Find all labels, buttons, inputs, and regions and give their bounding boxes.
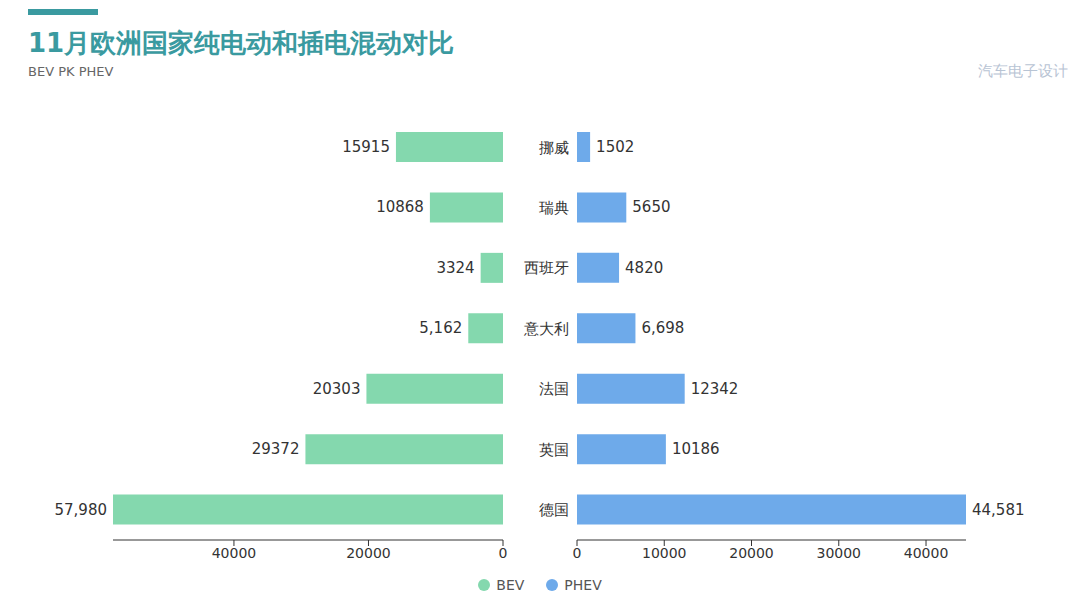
svg-text:30000: 30000	[816, 545, 861, 561]
svg-text:10000: 10000	[642, 545, 687, 561]
svg-text:1502: 1502	[596, 138, 634, 156]
svg-text:挪威: 挪威	[539, 139, 569, 157]
svg-text:西班牙: 西班牙	[524, 259, 569, 277]
svg-text:10186: 10186	[672, 440, 720, 458]
svg-text:44,581: 44,581	[972, 501, 1025, 519]
html-text:汽车电子设计: 汽车电子设计	[978, 62, 1068, 80]
html-text:11月欧洲国家纯电动和插电混动对比: 11月欧洲国家纯电动和插电混动对比	[28, 28, 455, 58]
svg-text:德国: 德国	[539, 501, 569, 519]
svg-text:15915: 15915	[342, 138, 390, 156]
svg-text:4820: 4820	[625, 259, 663, 277]
svg-text:3324: 3324	[436, 259, 474, 277]
svg-text:10868: 10868	[376, 198, 424, 216]
svg-text:0: 0	[573, 545, 582, 561]
svg-text:40000: 40000	[904, 545, 949, 561]
svg-text:40000: 40000	[212, 545, 257, 561]
svg-text:20303: 20303	[313, 380, 361, 398]
svg-text:0: 0	[499, 545, 508, 561]
html-text:PHEV: PHEV	[564, 577, 602, 593]
svg-text:20000: 20000	[346, 545, 391, 561]
svg-text:20000: 20000	[729, 545, 774, 561]
svg-text:5650: 5650	[632, 198, 670, 216]
svg-text:57,980: 57,980	[55, 501, 108, 519]
svg-text:英国: 英国	[539, 441, 569, 459]
html-text:BEV: BEV	[496, 577, 525, 593]
svg-text:29372: 29372	[252, 440, 300, 458]
svg-text:法国: 法国	[539, 380, 569, 398]
svg-text:瑞典: 瑞典	[539, 199, 569, 217]
svg-text:6,698: 6,698	[641, 319, 684, 337]
html-text:BEV PK PHEV: BEV PK PHEV	[28, 64, 114, 79]
svg-text:5,162: 5,162	[419, 319, 462, 337]
svg-text:意大利: 意大利	[523, 320, 569, 338]
svg-text:12342: 12342	[691, 380, 739, 398]
